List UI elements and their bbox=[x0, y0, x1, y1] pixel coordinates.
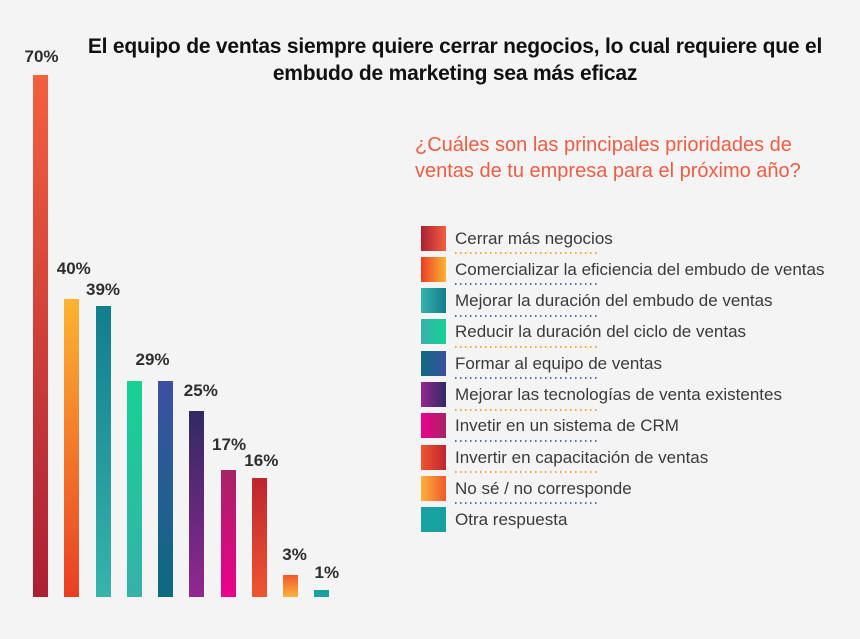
bar-6 bbox=[189, 410, 205, 597]
bar-3 bbox=[95, 306, 111, 597]
bar-value-label: 70% bbox=[24, 47, 59, 66]
legend-swatch bbox=[421, 256, 446, 282]
legend-swatch bbox=[421, 413, 446, 439]
legend-item: Mejorar la duración del embudo de ventas bbox=[421, 288, 773, 314]
legend-dotted-underline bbox=[455, 439, 598, 442]
legend-item: Reducir la duración del ciclo de ventas bbox=[421, 319, 746, 345]
bar-value-label: 39% bbox=[86, 280, 121, 300]
bar-10 bbox=[314, 589, 330, 597]
bar-value-label: 29% bbox=[135, 349, 170, 369]
legend-swatch bbox=[421, 475, 446, 501]
legend-dotted-underline bbox=[455, 314, 598, 317]
survey-question: ¿Cuáles son las principales prioridades … bbox=[415, 134, 801, 182]
legend-swatch bbox=[421, 507, 446, 533]
bar-value-label: 3% bbox=[282, 544, 307, 564]
legend-label: No sé / no corresponde bbox=[455, 478, 632, 498]
legend-label: Cerrar más negocios bbox=[455, 228, 613, 248]
legend-dotted-underline bbox=[455, 345, 598, 348]
legend-dotted-underline bbox=[455, 252, 598, 254]
legend-label: Invetir en un sistema de CRM bbox=[455, 416, 679, 436]
legend-dotted-underline bbox=[455, 471, 598, 474]
bar-5 bbox=[158, 380, 174, 597]
legend-item: Mejorar las tecnologías de venta existen… bbox=[421, 382, 782, 408]
legend-label: Mejorar las tecnologías de venta existen… bbox=[455, 385, 782, 404]
legend-swatch bbox=[421, 350, 446, 376]
bar-7 bbox=[220, 470, 236, 597]
legend-dotted-underline bbox=[455, 502, 598, 505]
legend-dotted-underline bbox=[455, 377, 598, 380]
bar-value-label: 25% bbox=[183, 380, 218, 400]
legend-item: Invertir en capacitación de ventas bbox=[421, 444, 708, 470]
legend-item: No sé / no corresponde bbox=[421, 475, 632, 501]
legend-item: Comercializar la eficiencia del embudo d… bbox=[421, 256, 824, 282]
legend-label: Reducir la duración del ciclo de ventas bbox=[455, 322, 747, 342]
chart-title: El equipo de ventas siempre quiere cerra… bbox=[87, 35, 823, 85]
legend-label: Formar al equipo de ventas bbox=[455, 353, 662, 373]
legend-label: Invertir en capacitación de ventas bbox=[455, 447, 709, 467]
bar-8 bbox=[251, 477, 267, 597]
legend-swatch bbox=[421, 382, 446, 407]
legend-swatch bbox=[421, 225, 446, 251]
legend-item: Cerrar más negocios bbox=[421, 225, 613, 251]
legend-label: Mejorar la duración del embudo de ventas bbox=[455, 291, 773, 311]
legend-swatch bbox=[421, 444, 446, 470]
legend-label: Otra respuesta bbox=[455, 510, 568, 530]
bar-9 bbox=[283, 574, 299, 597]
bar-value-label: 40% bbox=[56, 258, 91, 278]
bar-value-label: 1% bbox=[314, 562, 340, 582]
legend-swatch bbox=[421, 288, 446, 314]
bar-value-label: 16% bbox=[244, 450, 279, 470]
legend-item: Otra respuesta bbox=[421, 507, 567, 533]
legend-dotted-underline bbox=[455, 408, 598, 411]
bar-4 bbox=[126, 380, 142, 597]
legend-dotted-underline bbox=[455, 283, 598, 286]
legend-label: Comercializar la eficiencia del embudo d… bbox=[455, 259, 825, 279]
legend-swatch bbox=[421, 319, 446, 345]
bar-value-label: 17% bbox=[212, 435, 247, 455]
legend-item: Formar al equipo de ventas bbox=[421, 350, 662, 376]
legend-item: Invetir en un sistema de CRM bbox=[421, 413, 679, 439]
bar-1 bbox=[33, 75, 48, 597]
bar-chart: 70% 40% 39% 29% 25% 17% 16% 3% 1% bbox=[0, 0, 420, 639]
bar-2 bbox=[64, 298, 80, 597]
